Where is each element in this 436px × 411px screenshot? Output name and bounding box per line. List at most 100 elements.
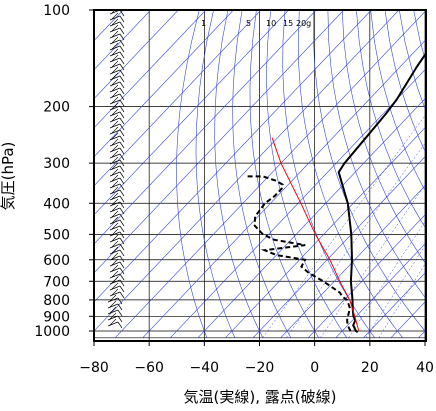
wind-barb bbox=[111, 144, 119, 152]
dry-adiabat-line bbox=[297, 10, 403, 338]
wind-barb bbox=[111, 246, 119, 254]
isotherm-line bbox=[280, 184, 426, 339]
wind-barb bbox=[119, 99, 125, 107]
wind-barb bbox=[109, 87, 121, 93]
wind-barb bbox=[109, 57, 121, 63]
wind-barb bbox=[111, 258, 119, 266]
wind-barb bbox=[109, 231, 121, 237]
wind-barb bbox=[109, 105, 121, 111]
wind-barb bbox=[111, 132, 119, 140]
wind-barb bbox=[111, 78, 119, 86]
wind-barb bbox=[117, 309, 123, 317]
isotherm-line bbox=[142, 39, 426, 339]
y-tick-label: 900 bbox=[43, 309, 70, 325]
wind-barb bbox=[111, 10, 116, 14]
wind-barb bbox=[111, 168, 119, 176]
dewpoint-line bbox=[246, 175, 352, 332]
y-tick-label: 600 bbox=[43, 253, 70, 269]
wind-barb bbox=[119, 117, 125, 125]
isotherm-line bbox=[225, 126, 426, 339]
wind-barb bbox=[109, 45, 121, 51]
wind-barb bbox=[119, 237, 125, 245]
wind-barb bbox=[109, 111, 121, 117]
wind-barb bbox=[109, 225, 121, 231]
y-tick-label: 200 bbox=[43, 100, 70, 116]
isotherm-line bbox=[94, 10, 289, 216]
wind-barb bbox=[111, 156, 119, 164]
wind-barb bbox=[109, 291, 121, 297]
wind-barb bbox=[107, 309, 119, 315]
parcel-line bbox=[271, 137, 360, 332]
wind-barb bbox=[119, 273, 125, 281]
wind-barb bbox=[109, 219, 121, 225]
wind-barb bbox=[119, 177, 125, 185]
wind-barb bbox=[111, 270, 119, 278]
wind-barb bbox=[109, 135, 121, 141]
wind-barb bbox=[109, 75, 121, 81]
wind-barb bbox=[119, 183, 125, 191]
wind-barb bbox=[109, 81, 121, 87]
dry-adiabat-line bbox=[384, 10, 426, 154]
wind-barb bbox=[109, 237, 121, 243]
wind-barb bbox=[119, 27, 125, 35]
wind-barb bbox=[109, 39, 121, 45]
y-axis-title: 気圧(hPa) bbox=[0, 142, 17, 211]
mixing-ratio-line bbox=[348, 219, 426, 338]
wind-barb bbox=[111, 264, 119, 272]
wind-barb bbox=[119, 63, 125, 71]
wind-barb bbox=[111, 126, 119, 134]
wind-barb bbox=[119, 255, 125, 263]
wind-barb bbox=[109, 69, 121, 75]
wind-barb bbox=[109, 153, 121, 159]
wind-barb bbox=[109, 171, 121, 177]
isotherm-line bbox=[94, 10, 400, 332]
wind-barb bbox=[111, 114, 119, 122]
wind-barb bbox=[111, 18, 119, 26]
dry-adiabat-line bbox=[195, 10, 236, 338]
wind-barb bbox=[109, 201, 121, 207]
wind-barb bbox=[119, 171, 125, 179]
isotherm-line bbox=[114, 10, 426, 339]
wind-barb bbox=[119, 129, 125, 137]
wind-barb bbox=[109, 93, 121, 99]
wind-barb bbox=[111, 180, 119, 188]
wind-barb bbox=[107, 315, 119, 321]
dry-adiabat-line bbox=[428, 10, 436, 338]
mixing-ratio-label: 20g bbox=[296, 19, 311, 28]
wind-barb bbox=[109, 243, 121, 249]
isotherm-line bbox=[197, 97, 426, 339]
wind-barb bbox=[109, 21, 121, 27]
wind-barb bbox=[109, 117, 121, 123]
wind-barb bbox=[111, 204, 119, 212]
wind-barb bbox=[111, 252, 119, 260]
isotherm-line bbox=[94, 10, 317, 245]
wind-barb bbox=[119, 153, 125, 161]
wind-barb bbox=[111, 210, 119, 218]
wind-barb bbox=[109, 213, 121, 219]
wind-barb bbox=[111, 192, 119, 200]
isotherm-line bbox=[363, 271, 426, 339]
wind-barb bbox=[119, 57, 125, 65]
dry-adiabat-line bbox=[370, 10, 426, 193]
wind-barb bbox=[109, 261, 121, 267]
wind-barb bbox=[109, 189, 121, 195]
wind-barb bbox=[111, 240, 119, 248]
wind-barb bbox=[119, 81, 125, 89]
wind-barb bbox=[119, 285, 125, 293]
wind-barb bbox=[119, 51, 125, 59]
wind-barb bbox=[119, 219, 125, 227]
wind-barb bbox=[119, 249, 125, 257]
wind-barb bbox=[119, 147, 125, 155]
wind-barb bbox=[119, 243, 125, 251]
wind-barb bbox=[111, 162, 119, 170]
mixing-ratio-line bbox=[365, 243, 426, 338]
y-tick-label: 100 bbox=[43, 3, 70, 19]
wind-barb bbox=[111, 24, 119, 32]
wind-barb bbox=[117, 297, 123, 305]
wind-barb bbox=[119, 111, 125, 119]
wind-barb bbox=[119, 261, 125, 269]
wind-barb bbox=[109, 207, 121, 213]
y-tick-label: 500 bbox=[43, 227, 70, 243]
wind-barb bbox=[109, 183, 121, 189]
isotherm-line bbox=[170, 68, 426, 339]
